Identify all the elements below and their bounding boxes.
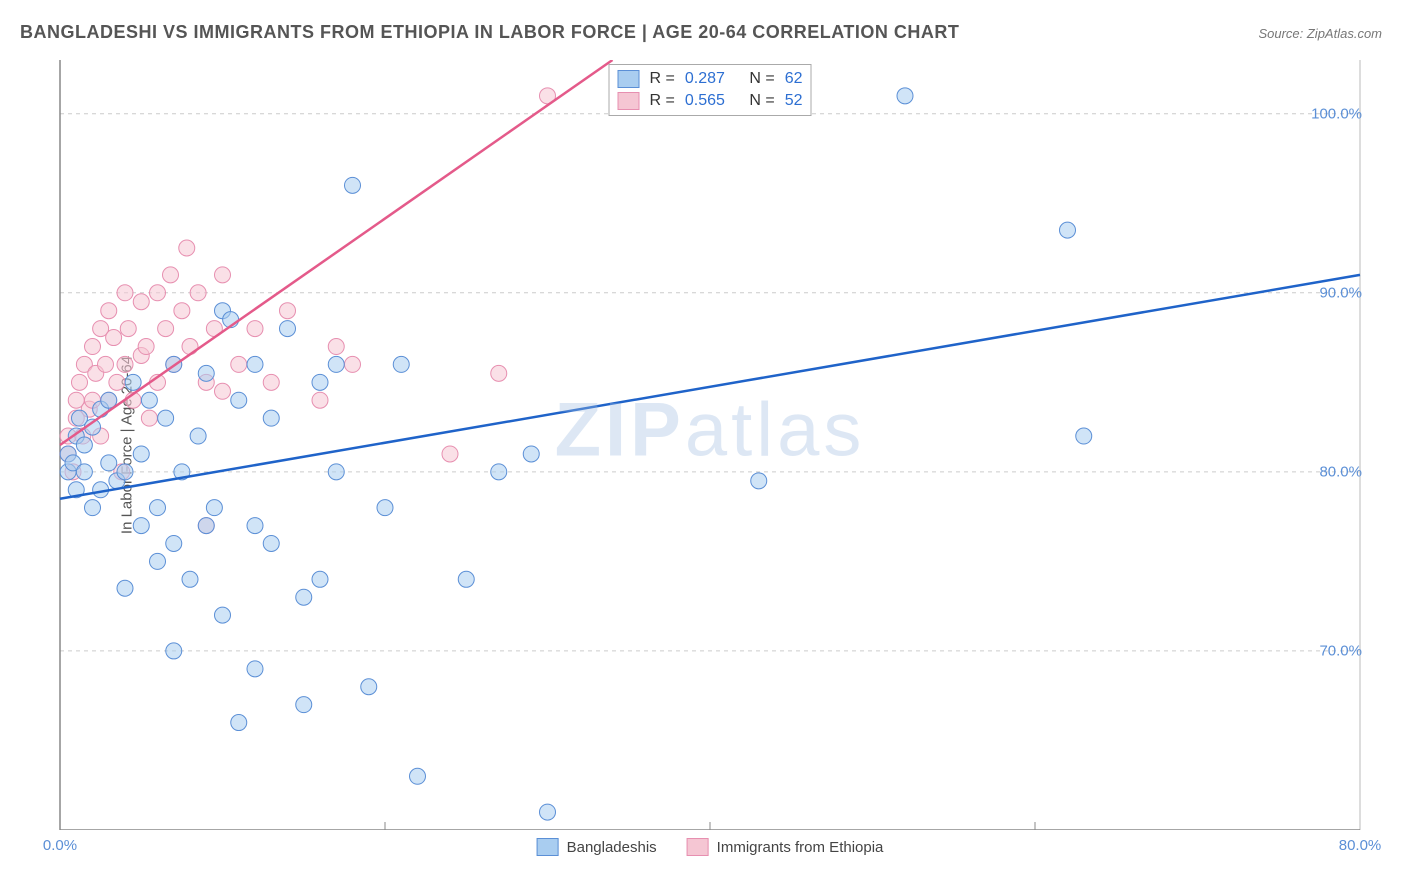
chart-title: BANGLADESHI VS IMMIGRANTS FROM ETHIOPIA … — [20, 22, 959, 43]
r-value-b: 0.565 — [685, 90, 725, 112]
r-label: R = — [650, 68, 675, 90]
y-tick-label: 100.0% — [1311, 105, 1362, 122]
r-value-a: 0.287 — [685, 68, 725, 90]
scatter-chart — [50, 60, 1370, 830]
legend-swatch-a — [618, 70, 640, 88]
n-value-b: 52 — [785, 90, 803, 112]
r-label: R = — [650, 90, 675, 112]
y-tick-label: 80.0% — [1319, 463, 1362, 480]
legend-swatch-b2 — [687, 838, 709, 856]
n-value-a: 62 — [785, 68, 803, 90]
n-label: N = — [749, 90, 774, 112]
series-legend: Bangladeshis Immigrants from Ethiopia — [537, 838, 884, 856]
legend-label-a: Bangladeshis — [567, 839, 657, 856]
legend-label-b: Immigrants from Ethiopia — [717, 839, 884, 856]
legend-swatch-b — [618, 92, 640, 110]
legend-row-b: R = 0.565 N = 52 — [618, 90, 803, 112]
legend-item-a: Bangladeshis — [537, 838, 657, 856]
legend-item-b: Immigrants from Ethiopia — [687, 838, 884, 856]
source-attribution: Source: ZipAtlas.com — [1258, 26, 1382, 41]
y-tick-label: 70.0% — [1319, 642, 1362, 659]
x-tick-label: 80.0% — [1339, 837, 1382, 854]
x-tick-label: 0.0% — [43, 837, 77, 854]
legend-row-a: R = 0.287 N = 62 — [618, 68, 803, 90]
legend-swatch-a2 — [537, 838, 559, 856]
n-label: N = — [749, 68, 774, 90]
y-tick-label: 90.0% — [1319, 284, 1362, 301]
chart-area: In Labor Force | Age 20-64 ZIPatlas 70.0… — [50, 60, 1370, 830]
correlation-legend: R = 0.287 N = 62 R = 0.565 N = 52 — [609, 64, 812, 116]
